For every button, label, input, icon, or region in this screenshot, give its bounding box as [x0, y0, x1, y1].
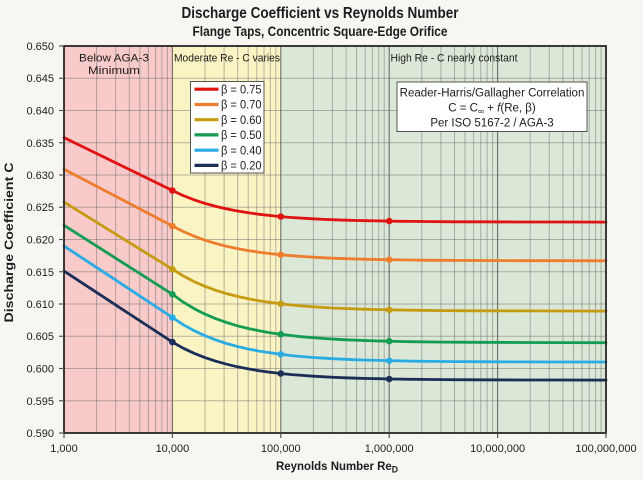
svg-text:High Re - C nearly constant: High Re - C nearly constant	[391, 53, 518, 65]
svg-text:Moderate Re - C varies: Moderate Re - C varies	[174, 53, 280, 65]
svg-text:0.650: 0.650	[26, 41, 54, 53]
svg-text:β = 0.40: β = 0.40	[221, 143, 262, 157]
svg-text:Discharge Coefficient C: Discharge Coefficient C	[2, 162, 16, 322]
svg-text:0.600: 0.600	[26, 364, 54, 376]
svg-text:0.620: 0.620	[26, 235, 54, 247]
svg-text:100,000,000: 100,000,000	[575, 443, 636, 455]
svg-text:β = 0.75: β = 0.75	[221, 82, 262, 96]
svg-text:0.645: 0.645	[26, 73, 54, 85]
svg-text:Flange Taps, Concentric Square: Flange Taps, Concentric Square-Edge Orif…	[193, 23, 448, 39]
svg-text:β = 0.20: β = 0.20	[221, 159, 262, 173]
svg-text:1,000,000: 1,000,000	[365, 443, 414, 455]
svg-text:β = 0.60: β = 0.60	[221, 113, 262, 127]
svg-text:Per ISO 5167-2 / AGA-3: Per ISO 5167-2 / AGA-3	[430, 118, 553, 130]
svg-text:Below AGA-3: Below AGA-3	[79, 53, 149, 65]
svg-text:C = C∞ + f(Re, β): C = C∞ + f(Re, β)	[448, 103, 536, 117]
svg-text:0.605: 0.605	[26, 331, 54, 343]
svg-text:100,000: 100,000	[261, 443, 301, 455]
svg-text:Reynolds Number ReD: Reynolds Number ReD	[276, 459, 398, 475]
svg-text:10,000,000: 10,000,000	[470, 443, 525, 455]
svg-text:0.590: 0.590	[26, 428, 54, 440]
svg-text:0.615: 0.615	[26, 267, 54, 279]
svg-text:0.610: 0.610	[26, 299, 54, 311]
svg-text:0.625: 0.625	[26, 202, 54, 214]
svg-text:Reader-Harris/Gallagher Correl: Reader-Harris/Gallagher Correlation	[400, 87, 585, 99]
svg-text:1,000: 1,000	[50, 443, 78, 455]
svg-text:Minimum: Minimum	[88, 65, 140, 77]
svg-text:β = 0.50: β = 0.50	[221, 128, 262, 142]
svg-text:10,000: 10,000	[156, 443, 190, 455]
svg-text:Discharge Coefficient vs Reyno: Discharge Coefficient vs Reynolds Number	[182, 5, 459, 22]
svg-text:0.595: 0.595	[26, 396, 54, 408]
svg-text:β = 0.70: β = 0.70	[221, 98, 262, 112]
svg-text:0.630: 0.630	[26, 170, 54, 182]
svg-text:0.640: 0.640	[26, 106, 54, 118]
svg-text:0.635: 0.635	[26, 138, 54, 150]
